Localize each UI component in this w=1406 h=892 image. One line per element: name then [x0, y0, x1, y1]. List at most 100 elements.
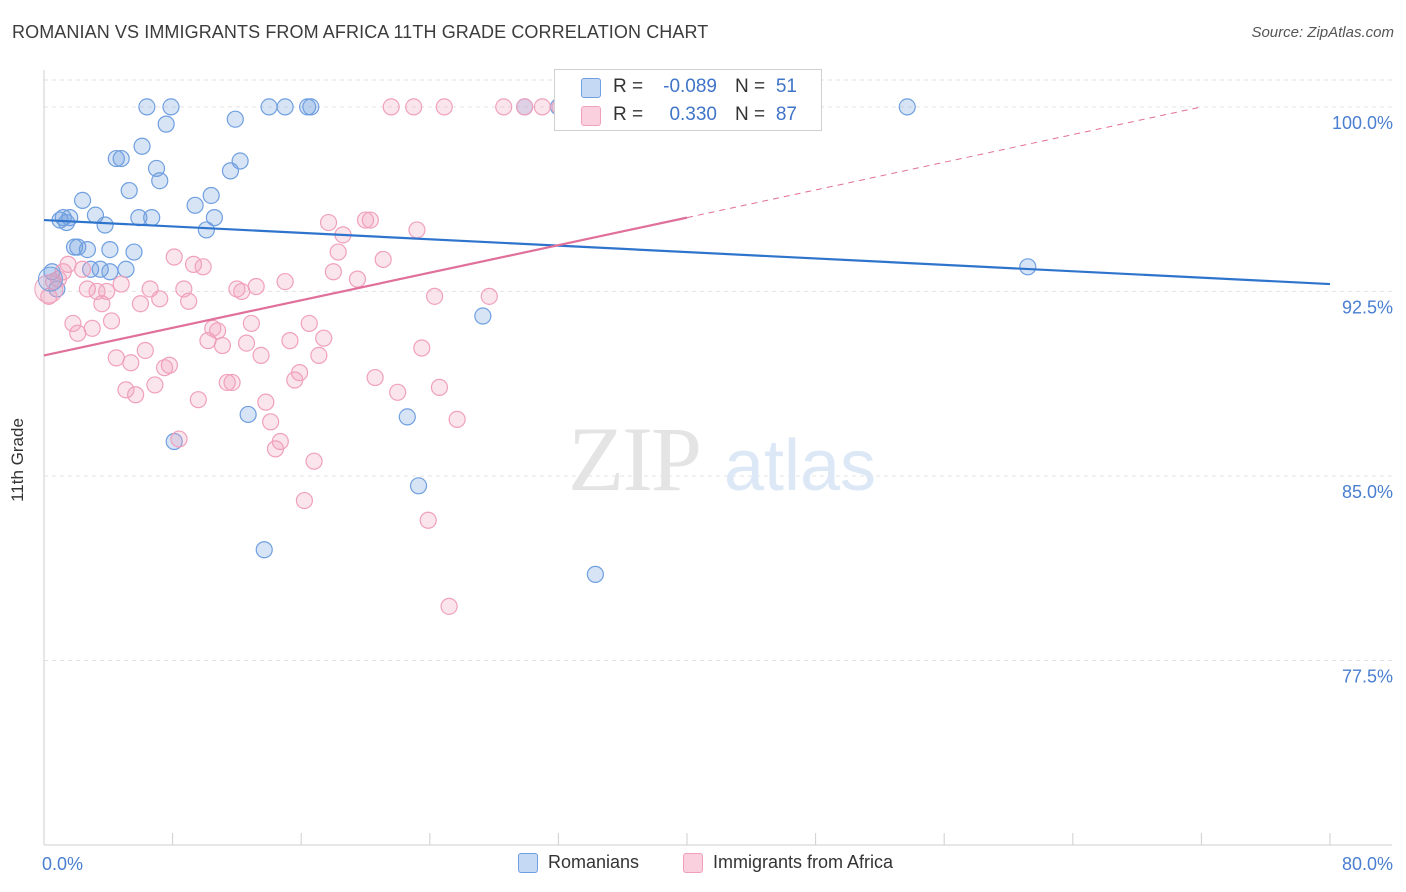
legend-row-romanians: R = -0.089 N = 51: [555, 72, 821, 100]
point-romanians: [226, 110, 244, 128]
point-africa: [305, 452, 323, 470]
point-africa: [382, 98, 400, 116]
legend-item-romanians[interactable]: Romanians: [518, 852, 639, 873]
point-romanians: [143, 209, 161, 227]
point-romanians: [205, 209, 223, 227]
point-romanians: [157, 115, 175, 133]
point-africa: [366, 368, 384, 387]
point-cluster-romanians: [37, 266, 63, 292]
point-africa: [237, 334, 256, 352]
point-romanians: [138, 98, 156, 116]
legend-r-value-africa: 0.330: [669, 104, 717, 125]
point-romanians: [117, 260, 135, 278]
point-africa: [290, 364, 309, 382]
point-romanians: [202, 186, 220, 205]
x-tick-label: 80.0%: [1342, 854, 1393, 874]
legend-swatch-romanians: [581, 78, 601, 98]
point-africa: [413, 339, 431, 357]
legend-label-romanians: Romanians: [548, 852, 640, 872]
point-romanians: [162, 98, 180, 116]
point-romanians: [276, 98, 294, 116]
point-africa: [435, 98, 453, 116]
legend-label-africa: Immigrants from Africa: [713, 852, 894, 872]
legend-n-value-romanians: 51: [775, 76, 797, 97]
legend-item-africa[interactable]: Immigrants from Africa: [683, 852, 893, 873]
y-tick-label: 100.0%: [1332, 113, 1393, 133]
point-romanians: [302, 98, 320, 116]
legend-swatch-romanians: [518, 852, 538, 873]
legend-n-value-africa: 87: [775, 104, 797, 125]
point-africa: [189, 391, 207, 409]
legend-r-label: R =: [613, 104, 644, 125]
legend-n-label: N =: [735, 76, 766, 97]
legend-swatch-africa: [581, 106, 601, 126]
point-romanians: [101, 263, 119, 281]
point-romanians: [231, 152, 249, 170]
point-africa: [516, 98, 534, 116]
data-points: [34, 98, 1037, 615]
point-africa: [281, 332, 299, 350]
point-africa: [98, 282, 116, 301]
point-africa: [374, 250, 392, 269]
legend-n-label: N =: [735, 104, 766, 125]
point-africa: [271, 432, 289, 451]
point-africa: [276, 272, 294, 291]
point-romanians: [239, 405, 257, 424]
point-africa: [356, 211, 375, 229]
axes: [43, 70, 1392, 846]
point-africa: [170, 430, 188, 448]
point-romanians: [61, 209, 79, 227]
point-romanians: [101, 241, 119, 259]
point-africa: [127, 386, 145, 404]
point-africa: [218, 373, 236, 392]
tick-labels: 100.0% 92.5% 85.0% 77.5% 0.0% 80.0%: [42, 113, 1393, 874]
point-romanians: [133, 137, 151, 155]
point-africa: [112, 275, 130, 293]
point-africa: [419, 511, 437, 529]
point-africa: [310, 346, 328, 364]
point-romanians: [151, 172, 169, 190]
point-romanians: [107, 149, 125, 168]
point-africa: [155, 359, 174, 377]
trend-line-romanians: [43, 218, 1331, 286]
legend-swatch-africa: [683, 852, 703, 873]
point-africa: [160, 356, 178, 374]
point-africa: [242, 314, 260, 333]
point-romanians: [73, 191, 92, 209]
trend-line-africa: [43, 216, 688, 357]
point-africa: [319, 213, 338, 232]
point-africa: [324, 263, 342, 281]
point-africa: [361, 211, 379, 229]
point-africa: [69, 324, 87, 342]
point-africa: [247, 277, 265, 296]
point-africa: [480, 287, 498, 305]
point-africa: [233, 282, 251, 301]
point-africa: [329, 243, 347, 261]
point-africa: [223, 373, 241, 392]
point-romanians: [96, 216, 114, 234]
point-africa: [151, 290, 169, 308]
point-africa: [102, 312, 121, 330]
point-romanians: [586, 565, 604, 583]
point-africa: [194, 258, 212, 276]
watermark: ZIP atlas: [568, 408, 876, 510]
point-africa: [533, 98, 551, 116]
point-africa: [146, 376, 164, 394]
point-romanians: [474, 307, 492, 325]
point-africa: [295, 491, 314, 510]
point-africa: [180, 292, 198, 310]
point-africa: [209, 322, 227, 340]
point-africa: [348, 270, 367, 288]
chart-source: Source: ZipAtlas.com: [1251, 24, 1394, 41]
point-africa: [426, 287, 444, 305]
point-africa: [117, 381, 135, 399]
point-africa: [136, 341, 154, 360]
point-romanians: [125, 243, 143, 261]
correlation-legend: R = -0.089 N = 51 R = 0.330 N = 87: [554, 69, 822, 131]
point-africa: [408, 221, 426, 239]
point-africa: [131, 295, 150, 313]
point-africa: [448, 410, 466, 428]
point-africa: [440, 597, 458, 615]
point-africa: [300, 314, 318, 333]
